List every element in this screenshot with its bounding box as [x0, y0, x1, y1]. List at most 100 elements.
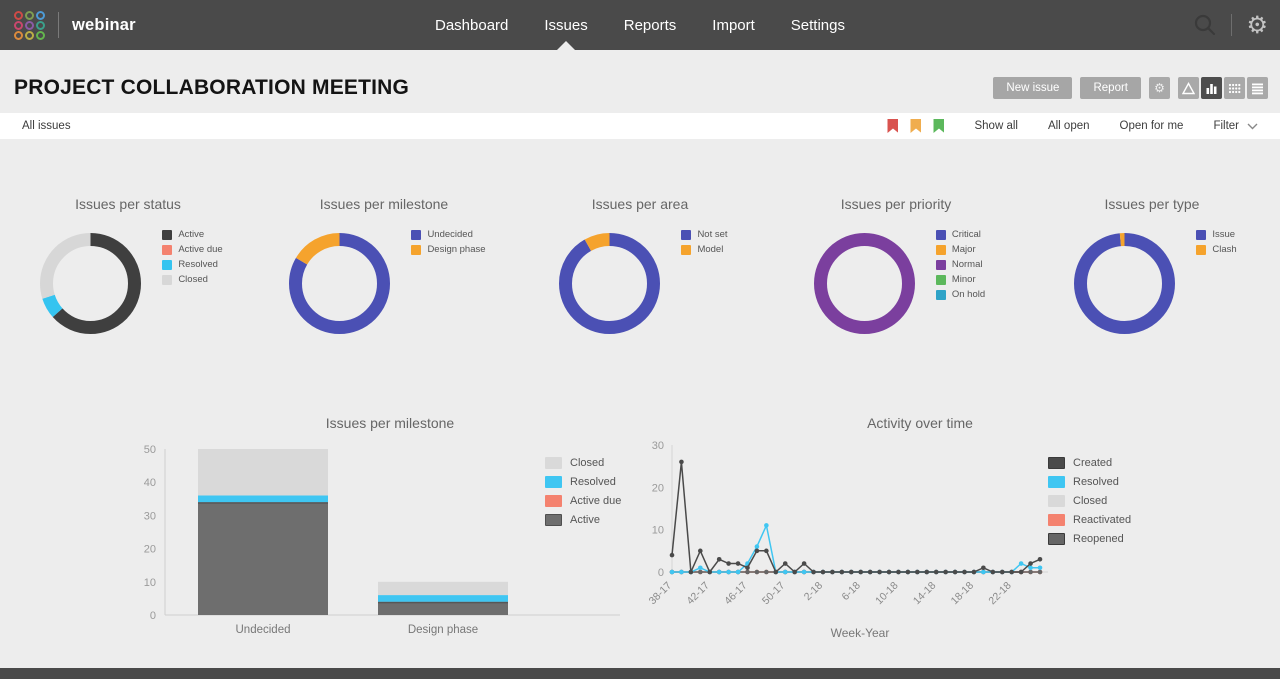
legend-swatch [935, 259, 946, 270]
legend-item: Resolved [162, 259, 222, 270]
nav-item-issues[interactable]: Issues [544, 0, 587, 50]
chart-title: Issues per milestone [319, 196, 449, 212]
svg-text:40: 40 [144, 477, 156, 489]
logo-dot [36, 10, 45, 20]
legend-item: Undecided [411, 229, 485, 240]
svg-text:10: 10 [652, 525, 664, 537]
svg-text:20: 20 [652, 482, 664, 494]
legend-label: Undecided [427, 229, 473, 240]
dashboard-settings-button[interactable]: ⚙ [1149, 77, 1170, 99]
filter-link-open-for-me[interactable]: Open for me [1119, 120, 1184, 132]
legend-label: Clash [1212, 244, 1237, 255]
legend-swatch [935, 229, 946, 240]
grid-view-icon[interactable] [1224, 77, 1245, 99]
legend-swatch [1048, 533, 1065, 545]
svg-text:38-17: 38-17 [647, 580, 675, 608]
flag-icon[interactable] [910, 119, 922, 133]
svg-text:Design phase: Design phase [408, 624, 478, 636]
logo-dot [25, 10, 34, 20]
legend-swatch [1048, 495, 1065, 507]
svg-text:18-18: 18-18 [949, 580, 977, 608]
donut-charts-row: Issues per status Active Active due Resolv… [0, 196, 1280, 346]
legend-swatch [545, 457, 562, 469]
chart-activity-over-time: Activity over time 0 10 20 30 38-17 42-17 46-1… [640, 415, 1200, 652]
filter-dropdown-label: Filter [1213, 120, 1239, 132]
legend-label: Model [697, 244, 724, 255]
legend-swatch [935, 244, 946, 255]
legend-item: Not set [681, 229, 728, 240]
list-view-icon[interactable] [1247, 77, 1268, 99]
svg-text:42-17: 42-17 [684, 580, 712, 608]
legend-label: Resolved [570, 476, 616, 488]
svg-text:10-18: 10-18 [873, 580, 901, 608]
filter-link-show-all[interactable]: Show all [974, 120, 1018, 132]
filter-link-all-open[interactable]: All open [1047, 120, 1090, 132]
flag-icon[interactable] [887, 119, 899, 133]
legend-label: Critical [951, 229, 981, 240]
logo-dot [14, 30, 23, 40]
nav-item-dashboard[interactable]: Dashboard [435, 16, 509, 34]
legend-label: Reopened [1073, 533, 1124, 545]
legend-swatch [935, 274, 946, 285]
chevron-down-icon [1247, 123, 1258, 129]
legend-label: Closed [570, 457, 605, 469]
legend-swatch [411, 244, 422, 255]
svg-text:22-18: 22-18 [986, 580, 1014, 608]
svg-text:Undecided: Undecided [236, 624, 291, 636]
legend-label: Issue [1212, 229, 1236, 240]
legend-item: Critical [935, 229, 985, 240]
nav-item-settings[interactable]: Settings [790, 16, 845, 34]
legend-item: Closed [1048, 495, 1131, 507]
legend-swatch [162, 259, 173, 270]
svg-text:30: 30 [144, 510, 156, 522]
svg-text:20: 20 [144, 544, 156, 556]
legend-swatch [681, 229, 692, 240]
legend-swatch [411, 229, 422, 240]
footer-bar [0, 668, 1280, 679]
nav-item-import[interactable]: Import [712, 16, 755, 34]
toolbar-actions: New issue Report ⚙ [993, 77, 1268, 99]
view-mode-group [1178, 77, 1268, 99]
report-button[interactable]: Report [1080, 77, 1141, 99]
chart-issues-per-milestone-bars: Issues per milestone 0 10 20 30 40 50 Undecide… [130, 415, 650, 654]
donut-chart [813, 233, 915, 334]
nav-item-reports[interactable]: Reports [623, 16, 677, 34]
legend-item: Clash [1196, 244, 1237, 255]
new-issue-button[interactable]: New issue [993, 77, 1073, 99]
logo-dot [14, 20, 23, 30]
legend-label: Active due [570, 495, 622, 507]
chart-title: Activity over time [867, 415, 973, 431]
chart-legend: Issue Clash [1196, 229, 1237, 259]
settings-gear-icon[interactable]: ⚙ [1246, 11, 1268, 39]
chart-title: Issues per status [75, 196, 181, 212]
legend-label: Closed [178, 274, 208, 285]
bar-chart-svg: 0 10 20 30 40 50 Undecided Design phase [144, 444, 620, 636]
donut-chart [40, 233, 142, 334]
legend-item: Normal [935, 259, 985, 270]
chart-title: Issues per area [591, 196, 689, 212]
legend-label: Resolved [1073, 476, 1119, 488]
search-icon[interactable] [1193, 13, 1217, 37]
chart-issues-per-priority: Issues per priority Critical Major Normal M… [768, 196, 1024, 346]
svg-text:14-18: 14-18 [911, 580, 939, 608]
svg-text:10: 10 [144, 577, 156, 589]
svg-text:0: 0 [150, 610, 156, 622]
legend-item: Issue [1196, 229, 1236, 240]
legend-item: On hold [935, 289, 985, 300]
flag-icon[interactable] [933, 119, 945, 133]
legend-swatch [162, 244, 173, 255]
app-logo[interactable] [14, 10, 46, 40]
logo-dot [25, 20, 34, 30]
triangle-view-icon[interactable] [1178, 77, 1199, 99]
current-filter-label[interactable]: All issues [22, 120, 71, 132]
bar-chart-view-icon[interactable] [1201, 77, 1222, 99]
legend-label: Created [1073, 457, 1113, 469]
legend-swatch [1048, 457, 1065, 469]
legend-label: Reactivated [1073, 514, 1132, 526]
filter-dropdown[interactable]: Filter [1213, 120, 1258, 132]
chart-legend: Closed Resolved Active due Active [545, 457, 621, 533]
legend-item: Major [935, 244, 985, 255]
chart-issues-per-area: Issues per area Not set Model [512, 196, 768, 346]
workspace-name[interactable]: webinar [72, 15, 136, 34]
project-toolbar: PROJECT COLLABORATION MEETING New issue R… [0, 50, 1280, 113]
